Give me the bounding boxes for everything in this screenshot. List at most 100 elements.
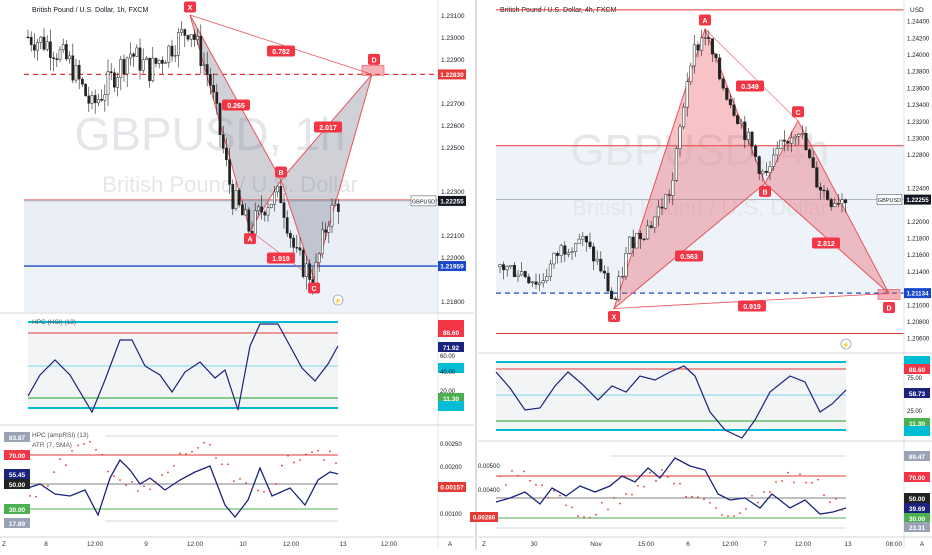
candle-body: [231, 184, 235, 210]
amp-right-tag-bg: [904, 513, 930, 523]
atr-dot: [65, 464, 67, 467]
candle-body: [779, 139, 783, 149]
candle-body: [324, 229, 327, 233]
candle-body: [764, 170, 768, 173]
candle-body: [129, 53, 132, 59]
atr-dot: [293, 461, 295, 464]
candle-body: [330, 204, 334, 227]
candle-body: [656, 206, 660, 218]
candle-body: [725, 88, 729, 100]
red-tag: [438, 69, 466, 80]
time-label: 30: [530, 541, 538, 548]
atr-tag: [470, 512, 498, 522]
price-label: GBPUSD 1.22255: [876, 194, 931, 205]
candle-body: [534, 281, 538, 285]
atr-dot: [305, 453, 307, 456]
atr-dot: [727, 515, 729, 518]
atr-dot: [245, 482, 247, 484]
atr-dot: [233, 480, 235, 483]
candle-body: [620, 275, 624, 278]
candle-body: [244, 209, 247, 216]
candle-body: [333, 203, 337, 206]
candle-body: [577, 238, 581, 244]
candle-body: [189, 34, 193, 40]
amp-right-tag-text: 30.00: [909, 516, 926, 523]
candle-body: [736, 115, 740, 124]
price-tick: 1.24200: [907, 35, 930, 42]
time-label: 15:00: [638, 541, 655, 548]
time-label: 8: [44, 541, 48, 548]
atr-dot: [113, 475, 115, 478]
amp-right-tag: 30.00: [904, 513, 930, 523]
amp-line: [495, 457, 847, 515]
ratio-ac-d: 2.017: [314, 121, 342, 133]
candle-body: [667, 194, 671, 196]
price-tick: 1.20600: [907, 336, 930, 343]
candle-body: [613, 298, 617, 300]
candle-body: [97, 99, 100, 104]
atr-dot: [131, 481, 133, 483]
candle-body: [545, 276, 549, 281]
point-a-bg: [699, 14, 711, 26]
candle-body: [42, 36, 46, 50]
atr-dot: [185, 453, 187, 455]
candle-body: [671, 179, 675, 196]
candle-body: [100, 99, 103, 101]
point-a-text: A: [702, 18, 707, 25]
ratio-bd-text: 2.812: [817, 241, 835, 248]
ratio-xd-bg: [267, 45, 295, 57]
candle-body: [180, 29, 183, 33]
candle-body: [301, 249, 305, 277]
rsi-tag-bottom-bg: [904, 426, 930, 436]
rsi-tag-11: 11.30: [438, 393, 464, 403]
amp-left-tag-bg: [4, 450, 30, 460]
candle-body: [815, 167, 819, 188]
candle-body: [682, 106, 686, 128]
blue-tag: [438, 261, 466, 272]
atr-dot: [179, 452, 181, 455]
atr-dot: [523, 470, 525, 473]
atr-label: ATR (7, SMA): [32, 442, 72, 449]
time-label: 12:00: [381, 541, 398, 548]
point-a: A: [244, 233, 256, 245]
ratio-xd: 0.782: [267, 45, 295, 57]
candle-body: [292, 237, 295, 248]
candle-body: [173, 55, 177, 57]
point-c-bg: [308, 282, 320, 294]
ratio-ac-d-bg: [314, 121, 342, 133]
candle-body: [509, 264, 513, 267]
atr-dot: [335, 462, 337, 464]
point-b-bg: [759, 185, 771, 197]
amp-right-tag-bg: [904, 451, 930, 461]
atr-dot: [625, 493, 627, 495]
price-tick: 1.23600: [907, 85, 930, 92]
atr-dot: [167, 471, 169, 474]
candle-body: [808, 149, 812, 158]
atr-dot: [739, 512, 741, 515]
candle-body: [273, 191, 276, 205]
atr-dot: [805, 481, 807, 484]
amp-left-tag: 30.00: [4, 504, 30, 514]
time-label: 12:00: [795, 541, 812, 548]
atr-dot: [535, 483, 537, 486]
amp-right-tag-text: 70.00: [909, 475, 926, 482]
rsi-tag-bottom: [904, 426, 930, 436]
rsi-right-tag-text: 58.73: [909, 391, 926, 398]
atr-dot: [263, 490, 265, 493]
range-band: [24, 199, 438, 266]
candle-body: [786, 141, 790, 144]
point-b-bg: [275, 166, 287, 178]
atr-dot: [655, 480, 657, 482]
candle-body: [599, 258, 603, 272]
time-label: 13: [339, 541, 347, 548]
candle-body: [689, 65, 693, 83]
ratio-ab: 0.349: [736, 80, 764, 92]
currency-label: USD: [910, 7, 924, 14]
watermark-name: British Pound / U.S. Dollar: [572, 195, 828, 220]
rsi-tag-bottom-bg: [438, 401, 464, 411]
candle-body: [548, 263, 552, 277]
amp-right-tick: 0.00200: [440, 465, 462, 471]
atr-dot: [101, 453, 103, 456]
